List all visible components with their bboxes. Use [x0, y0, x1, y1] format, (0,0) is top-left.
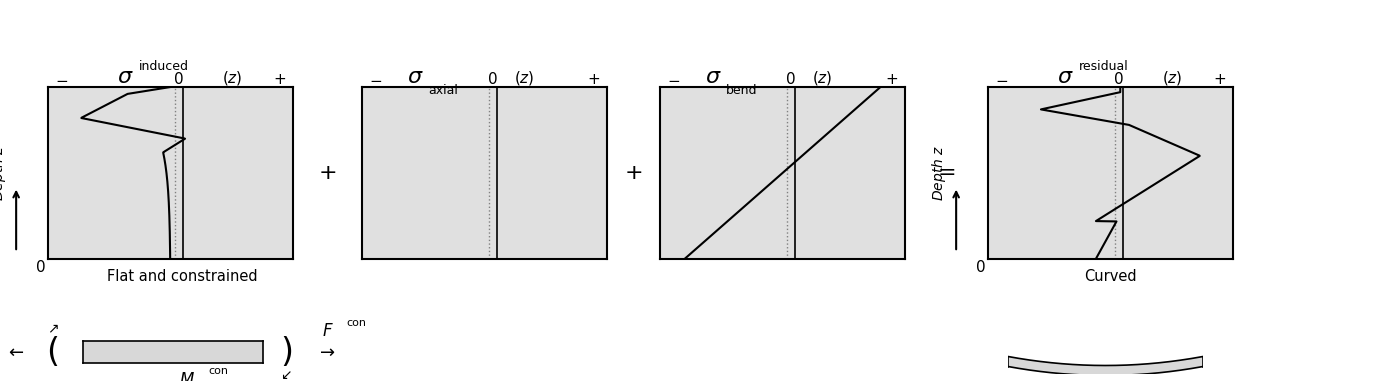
Text: +: + [624, 163, 643, 183]
Text: Curved: Curved [1084, 269, 1137, 284]
Text: $(z)$: $(z)$ [513, 69, 534, 87]
Text: $\sigma$: $\sigma$ [1057, 67, 1074, 87]
Text: +: + [318, 163, 336, 183]
Text: $-$: $-$ [370, 72, 382, 87]
Text: $)$: $)$ [280, 335, 292, 369]
Text: $+$: $+$ [884, 72, 897, 87]
Text: $-$: $-$ [667, 72, 681, 87]
Text: Depth $z$: Depth $z$ [930, 145, 949, 201]
Text: $-$: $-$ [996, 72, 1009, 87]
Text: $0$: $0$ [1113, 71, 1123, 87]
Text: $-$: $-$ [56, 72, 68, 87]
Text: $\sigma$: $\sigma$ [117, 67, 134, 87]
Text: Flat and constrained: Flat and constrained [107, 269, 258, 284]
Text: $(z)$: $(z)$ [1162, 69, 1183, 87]
Text: $\nearrow$: $\nearrow$ [45, 322, 60, 336]
Text: $(z)$: $(z)$ [812, 69, 833, 87]
Text: $\rightarrow$: $\rightarrow$ [317, 343, 336, 361]
Text: bend: bend [727, 84, 757, 97]
Text: $0$: $0$ [784, 71, 795, 87]
Text: $\sigma$: $\sigma$ [704, 67, 721, 87]
Text: $0$: $0$ [487, 71, 497, 87]
Text: induced: induced [138, 60, 188, 73]
Text: $+$: $+$ [1212, 72, 1226, 87]
Text: =: = [937, 163, 956, 183]
Text: $0$: $0$ [173, 71, 183, 87]
Text: $0$: $0$ [35, 259, 46, 275]
Text: $\swarrow$: $\swarrow$ [278, 368, 293, 381]
Polygon shape [1009, 357, 1202, 376]
Text: $\leftarrow$: $\leftarrow$ [4, 343, 24, 361]
Text: con: con [347, 319, 367, 328]
Text: Depth $z$: Depth $z$ [0, 145, 8, 201]
Text: $+$: $+$ [586, 72, 600, 87]
Text: $(z)$: $(z)$ [222, 69, 243, 87]
Text: axial: axial [428, 84, 458, 97]
Text: $\sigma$: $\sigma$ [406, 67, 423, 87]
Text: $0$: $0$ [975, 259, 985, 275]
Text: con: con [208, 366, 227, 376]
Text: $($: $($ [46, 335, 57, 369]
Text: residual: residual [1078, 60, 1129, 73]
Text: $F$: $F$ [322, 322, 333, 340]
Text: $+$: $+$ [272, 72, 286, 87]
Text: $M$: $M$ [179, 371, 195, 381]
